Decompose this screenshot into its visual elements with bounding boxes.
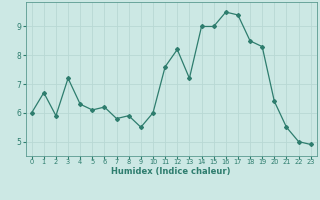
X-axis label: Humidex (Indice chaleur): Humidex (Indice chaleur)	[111, 167, 231, 176]
